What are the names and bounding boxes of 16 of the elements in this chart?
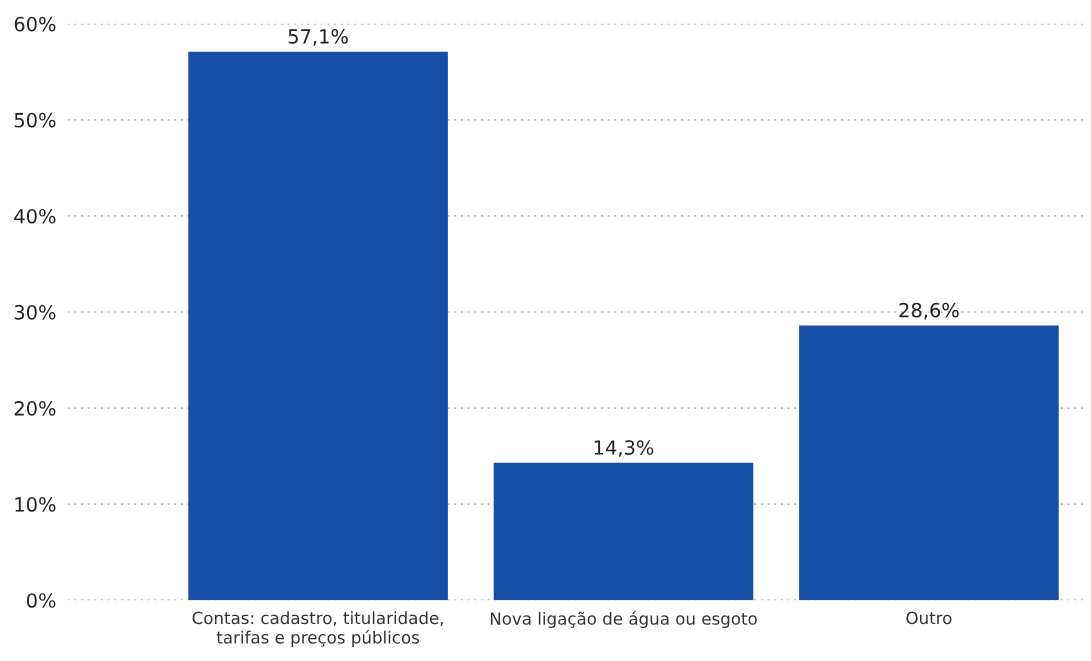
bar: [188, 51, 448, 601]
x-tick-label: Outro: [906, 611, 952, 625]
bar: [493, 462, 754, 601]
y-tick-label: 0%: [26, 593, 56, 608]
x-tick-label: Nova ligação de água ou esgoto: [490, 611, 757, 629]
y-tick-label: 10%: [15, 497, 56, 512]
y-tick-label: 50%: [14, 112, 56, 128]
data-label: 14,3%: [594, 440, 654, 457]
y-tick-label: 60%: [14, 16, 56, 32]
y-tick-label: 30%: [14, 304, 56, 320]
y-tick-label: 40%: [14, 208, 56, 224]
x-tick-label: Contas: cadastro, titularidade, tarifas e preços públicos: [192, 611, 443, 647]
data-label: 57,1%: [288, 29, 348, 46]
data-label: 28,6%: [899, 302, 959, 320]
y-tick-label: 20%: [14, 401, 56, 416]
bar: [799, 325, 1059, 601]
